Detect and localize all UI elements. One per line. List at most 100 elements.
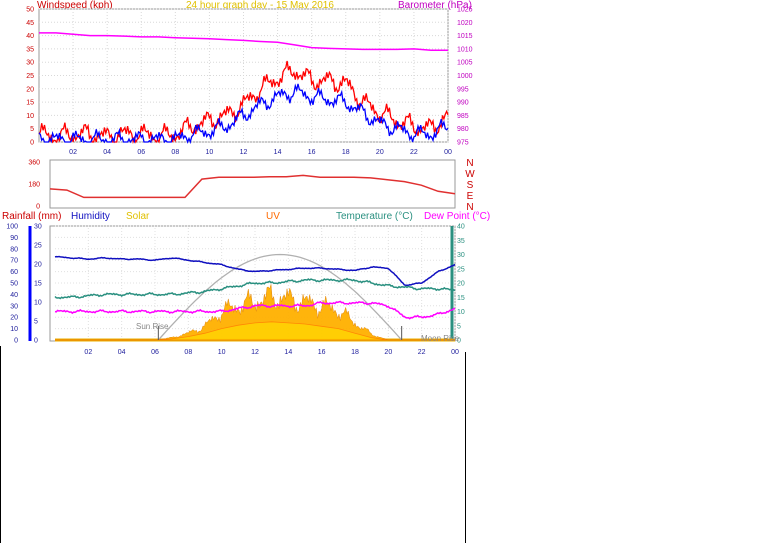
humidity-tick-label: 80 <box>10 246 18 253</box>
x-tick-label: 08 <box>184 349 192 356</box>
wind-tick-label: 15 <box>26 100 34 107</box>
direction-line <box>49 174 456 199</box>
temp-tick-label: 35 <box>457 238 465 245</box>
humidity-tick-label: 0 <box>14 338 18 345</box>
direction-letter: N <box>466 158 473 169</box>
x-tick-label: 00 <box>444 149 452 156</box>
wind-avg-line <box>38 83 449 145</box>
humidity-tick-label: 30 <box>10 303 18 310</box>
x-tick-label: 12 <box>251 349 259 356</box>
baro-tick-label: 1005 <box>457 60 473 67</box>
humidity-tick-label: 40 <box>10 292 18 299</box>
rain-tick-label: 15 <box>34 281 42 288</box>
wind-tick-label: 50 <box>26 7 34 14</box>
baro-tick-label: 995 <box>457 86 469 93</box>
direction-letter: S <box>467 180 474 191</box>
direction-tick-label: 360 <box>28 160 40 167</box>
temp-tick-label: 30 <box>457 252 465 259</box>
humidity-tick-label: 100 <box>6 224 18 231</box>
humidity-tick-label: 20 <box>10 315 18 322</box>
legend-uv: UV <box>266 211 280 222</box>
x-tick-label: 18 <box>342 149 350 156</box>
temp-tick-label: 25 <box>457 266 465 273</box>
x-tick-label: 20 <box>376 149 384 156</box>
humidity-tick-label: 90 <box>10 235 18 242</box>
x-tick-label: 12 <box>240 149 248 156</box>
barometer-title: Barometer (hPa) <box>398 0 472 11</box>
baro-tick-label: 1020 <box>457 20 473 27</box>
temperature-line <box>54 277 456 300</box>
wind-tick-label: 40 <box>26 33 34 40</box>
x-tick-label: 06 <box>137 149 145 156</box>
dewpoint-line <box>54 300 456 320</box>
baro-tick-label: 990 <box>457 100 469 107</box>
baro-tick-label: 1025 <box>457 7 473 14</box>
x-tick-label: 14 <box>284 349 292 356</box>
direction-tick-label: 180 <box>28 182 40 189</box>
temp-x-ticks: 02 04 06 08 10 12 14 16 18 20 22 00 <box>84 349 459 356</box>
uv-area <box>55 321 455 341</box>
x-tick-label: 22 <box>418 349 426 356</box>
legend-humidity: Humidity <box>71 211 110 222</box>
x-tick-label: 02 <box>84 349 92 356</box>
wind-tick-label: 10 <box>26 113 34 120</box>
wind-tick-label: 25 <box>26 73 34 80</box>
x-tick-label: 16 <box>308 149 316 156</box>
x-tick-label: 14 <box>274 149 282 156</box>
gust-line <box>38 60 449 145</box>
rain-tick-label: 25 <box>34 243 42 250</box>
direction-axis-ticks: 0 180 360 <box>28 160 40 211</box>
wind-tick-label: 30 <box>26 60 34 67</box>
x-tick-label: 10 <box>206 149 214 156</box>
wind-tick-label: 35 <box>26 46 34 53</box>
x-tick-label: 04 <box>118 349 126 356</box>
direction-series <box>49 174 456 199</box>
x-tick-label: 08 <box>171 149 179 156</box>
x-tick-label: 20 <box>384 349 392 356</box>
temp-series <box>54 253 456 341</box>
rain-tick-label: 10 <box>34 300 42 307</box>
rain-tick-label: 30 <box>34 224 42 231</box>
baro-tick-label: 985 <box>457 113 469 120</box>
x-tick-label: 22 <box>410 149 418 156</box>
baro-tick-label: 1015 <box>457 33 473 40</box>
direction-letter: E <box>467 191 474 202</box>
humidity-tick-label: 10 <box>10 326 18 333</box>
wind-tick-label: 20 <box>26 86 34 93</box>
baro-tick-label: 975 <box>457 140 469 147</box>
temp-tick-label: 40 <box>457 224 465 231</box>
baro-tick-label: 1010 <box>457 46 473 53</box>
baro-tick-label: 1000 <box>457 73 473 80</box>
humidity-tick-label: 60 <box>10 269 18 276</box>
temp-tick-label: 10 <box>457 309 465 316</box>
humidity-line <box>54 255 456 287</box>
x-tick-label: 06 <box>151 349 159 356</box>
graph-title: 24 hour graph day - 15 May 2016 <box>186 0 334 11</box>
windspeed-title: Windspeed (kph) <box>37 0 113 11</box>
wind-x-ticks: 02 04 06 08 10 12 14 16 18 20 22 00 <box>69 149 452 156</box>
temp-tick-label: 0 <box>457 338 461 345</box>
solar-envelope-line <box>157 253 403 341</box>
temp-tick-label: 5 <box>457 323 461 330</box>
x-tick-label: 10 <box>218 349 226 356</box>
direction-panel-frame <box>49 159 456 209</box>
x-tick-label: 02 <box>69 149 77 156</box>
barometer-line <box>39 32 448 51</box>
temp-tick-label: 20 <box>457 281 465 288</box>
humidity-tick-label: 50 <box>10 281 18 288</box>
wind-tick-label: 0 <box>30 140 34 147</box>
legend-dewpoint: Dew Point (°C) <box>424 211 490 222</box>
wind-tick-label: 5 <box>30 126 34 133</box>
humidity-tick-label: 70 <box>10 258 18 265</box>
rain-tick-label: 5 <box>34 319 38 326</box>
legend-temperature: Temperature (°C) <box>336 211 413 222</box>
x-tick-label: 00 <box>451 349 459 356</box>
wind-axis-ticks: 0 5 10 15 20 25 30 35 40 45 50 <box>26 7 34 147</box>
moonrise-label: Moon Rise <box>421 334 460 343</box>
sunrise-label: Sun Rise <box>136 322 169 331</box>
wind-tick-label: 45 <box>26 20 34 27</box>
direction-letter: W <box>465 169 475 180</box>
legend-rainfall: Rainfall (mm) <box>2 211 61 222</box>
